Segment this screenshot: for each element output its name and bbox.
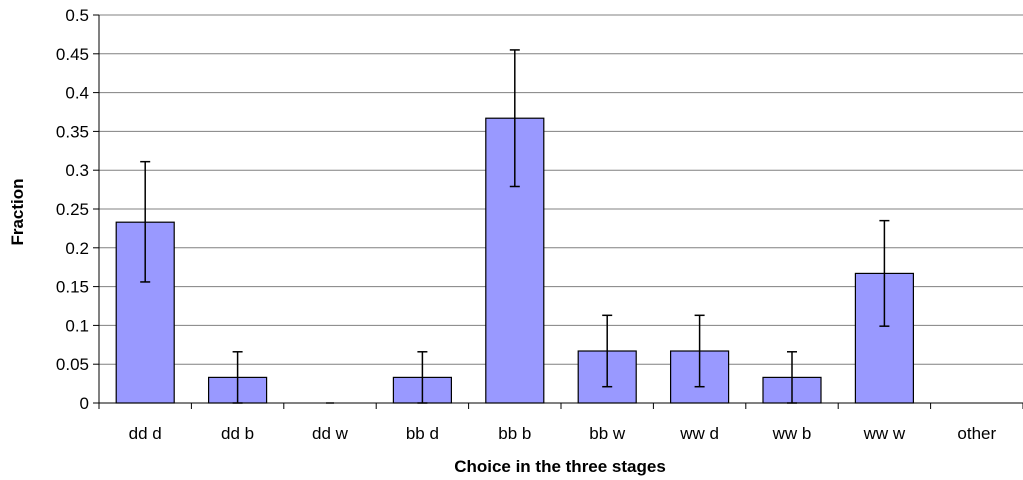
gridlines bbox=[99, 14, 1023, 365]
error-bars bbox=[140, 49, 890, 404]
x-tick-label: dd w bbox=[312, 424, 349, 443]
y-tick-label: 0.05 bbox=[56, 355, 89, 374]
y-tick-label: 0.2 bbox=[65, 239, 89, 258]
x-tick-label: bb d bbox=[406, 424, 439, 443]
x-tick-labels: dd d dd b dd w bb d bb b bb w ww d ww b ww w othe… bbox=[129, 424, 997, 443]
axes bbox=[93, 14, 1023, 409]
x-tick-label: dd d bbox=[129, 424, 162, 443]
y-tick-label: 0.45 bbox=[56, 45, 89, 64]
y-tick-label: 0 bbox=[80, 394, 89, 413]
y-tick-label: 0.1 bbox=[65, 316, 89, 335]
y-tick-label: 0.4 bbox=[65, 84, 89, 103]
y-tick-labels: 0 0.05 0.1 0.15 0.2 0.25 0.3 0.35 0.4 0.45 0.5 bbox=[56, 6, 89, 413]
y-tick-label: 0.25 bbox=[56, 200, 89, 219]
x-tick-label: ww b bbox=[772, 424, 812, 443]
x-tick-label: other bbox=[957, 424, 996, 443]
x-axis-title: Choice in the three stages bbox=[454, 457, 666, 476]
y-tick-label: 0.35 bbox=[56, 122, 89, 141]
x-tick-label: dd b bbox=[221, 424, 254, 443]
x-tick-label: ww w bbox=[863, 424, 906, 443]
y-tick-label: 0.15 bbox=[56, 278, 89, 297]
x-tick-label: bb b bbox=[498, 424, 531, 443]
y-axis-title: Fraction bbox=[8, 178, 27, 245]
y-tick-label: 0.3 bbox=[65, 161, 89, 180]
x-tick-label: bb w bbox=[589, 424, 626, 443]
y-tick-label: 0.5 bbox=[65, 6, 89, 25]
x-tick-label: ww d bbox=[679, 424, 719, 443]
